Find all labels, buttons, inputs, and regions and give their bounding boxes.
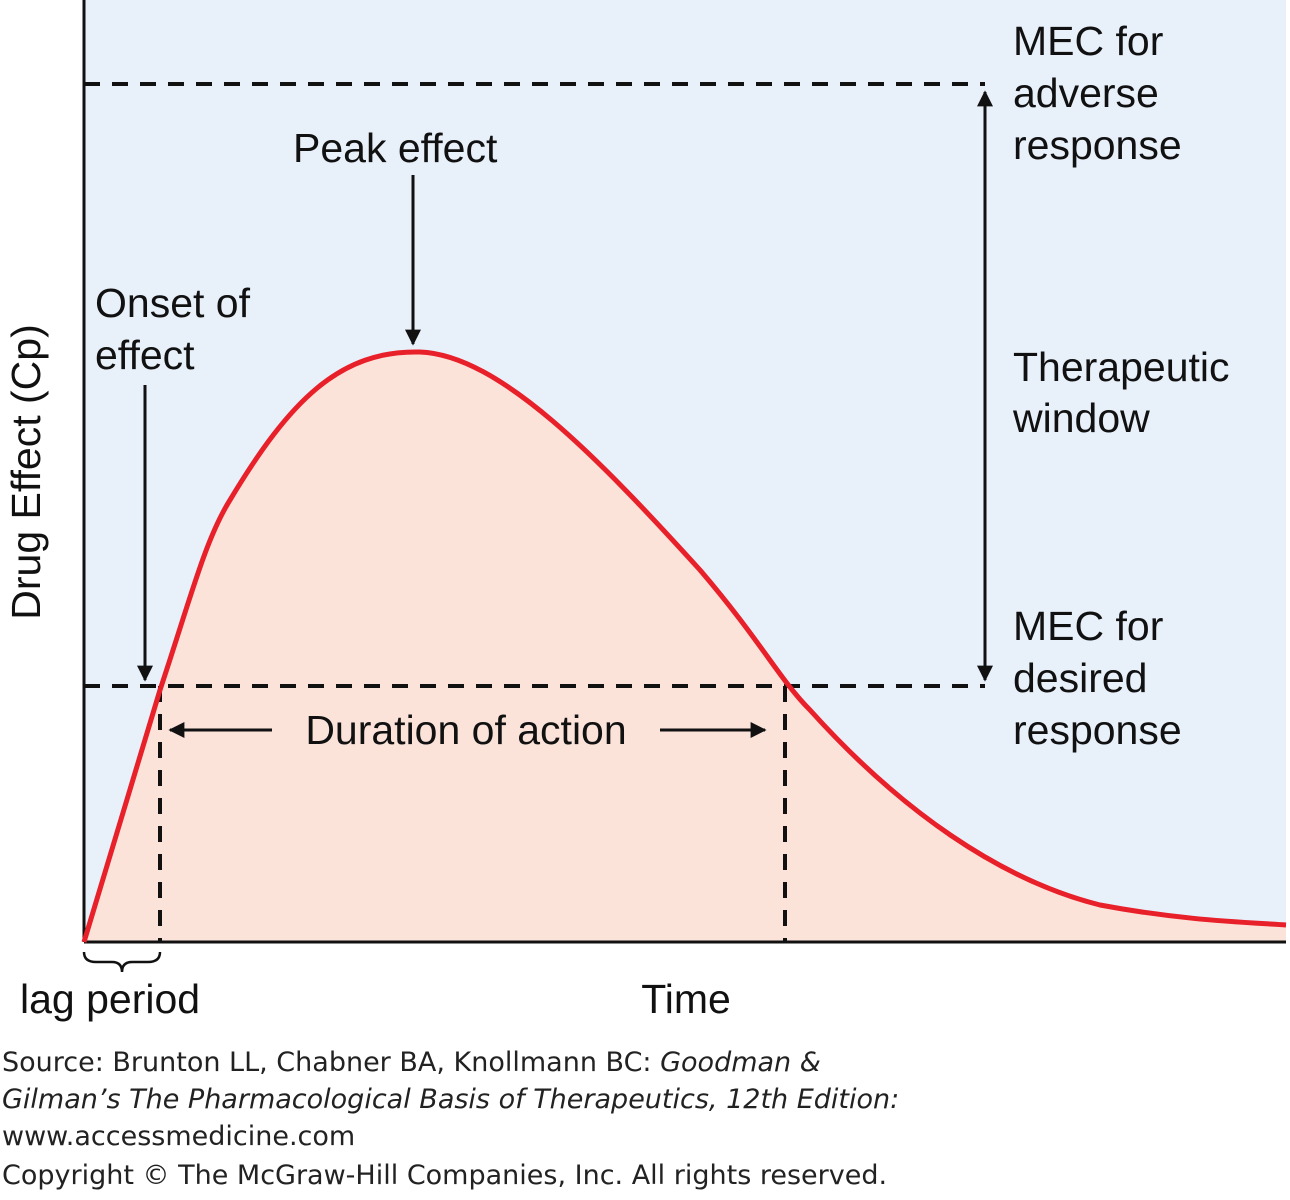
source-title-line2: Gilman’s The Pharmacological Basis of Th…	[2, 1084, 900, 1115]
mec-adverse-label-line3: response	[1013, 122, 1182, 168]
source-citation: Source: Brunton LL, Chabner BA, Knollman…	[2, 1044, 1282, 1155]
mec-desired-label-line1: MEC for	[1013, 603, 1163, 649]
x-axis-label: Time	[641, 976, 731, 1022]
mec-adverse-label-line2: adverse	[1013, 70, 1159, 116]
peak-effect-label: Peak effect	[293, 125, 498, 171]
source-title-line1: Goodman &	[660, 1047, 821, 1078]
copyright-notice: Copyright © The McGraw-Hill Companies, I…	[2, 1160, 888, 1191]
therapeutic-window-label-line1: Therapeutic	[1013, 344, 1230, 390]
y-axis-label: Drug Effect (Cp)	[3, 324, 49, 619]
mec-adverse-label-line1: MEC for	[1013, 18, 1163, 64]
therapeutic-window-label-line2: window	[1012, 395, 1150, 441]
mec-desired-label-line2: desired	[1013, 655, 1147, 701]
onset-label-line2: effect	[95, 332, 195, 378]
lag-period-brace	[82, 951, 162, 973]
mec-desired-label-line3: response	[1013, 707, 1182, 753]
drug-effect-curve	[81, 349, 1287, 943]
onset-label-line1: Onset of	[95, 280, 251, 326]
duration-of-action-label: Duration of action	[305, 707, 626, 753]
drug-effect-diagram: Peak effect Onset of effect MEC for adve…	[3, 0, 1287, 1022]
lag-period-label: lag period	[20, 976, 200, 1022]
source-url: www.accessmedicine.com	[2, 1121, 356, 1152]
curve-fill	[84, 351, 1286, 943]
source-prefix: Source: Brunton LL, Chabner BA, Knollman…	[2, 1047, 661, 1078]
